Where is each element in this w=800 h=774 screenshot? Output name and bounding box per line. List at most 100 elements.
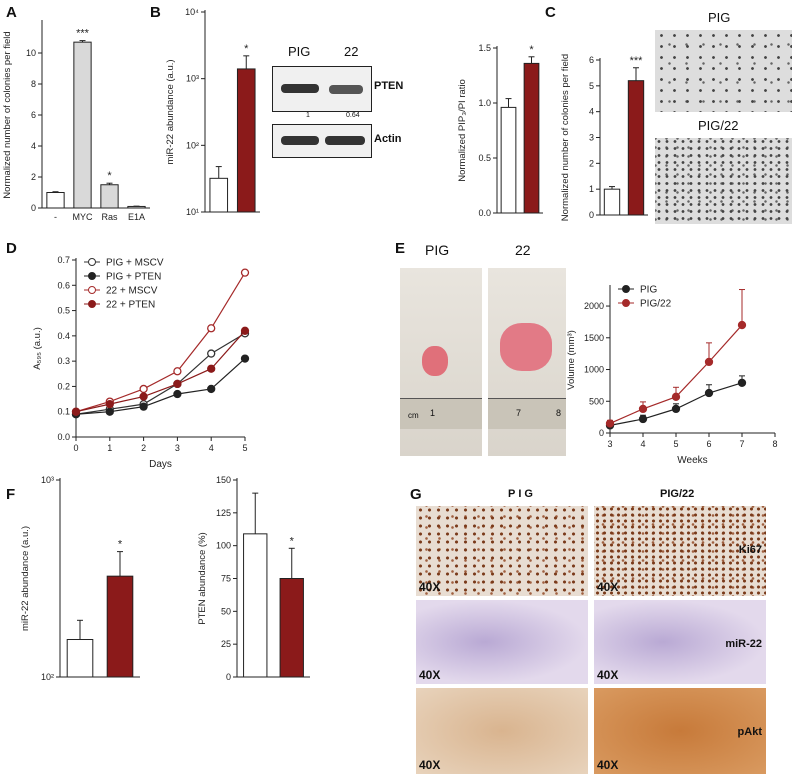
- legend-marker: [88, 300, 96, 308]
- x-tick-label: E1A: [128, 212, 145, 222]
- quantification: 1: [306, 112, 310, 119]
- chart: 10¹ 10² 10³ 10⁴ miR-22 abundance (a.u.) *: [165, 7, 260, 217]
- chart: 0 2 4 6 8 10 Normalized number of colonies per…: [2, 20, 150, 222]
- magnification: 40X: [597, 758, 619, 772]
- y-tick-label: 10: [26, 48, 36, 58]
- marker: [173, 389, 182, 399]
- histology-image: 40X miR-22: [594, 600, 766, 684]
- histology-image: 40X pAkt: [594, 688, 766, 774]
- x-tick-label: 3: [175, 443, 180, 453]
- marker: [737, 378, 747, 388]
- legend-marker: [88, 258, 96, 266]
- magnification: 40X: [419, 668, 441, 682]
- y-axis-label: Normalized PIP₃/PI ratio: [457, 79, 468, 182]
- bar: [603, 188, 621, 216]
- y-tick-label: 2: [589, 158, 594, 168]
- y-tick-label: 1000: [584, 365, 604, 375]
- y-tick-label: 10²: [186, 140, 199, 150]
- legend-marker: [88, 272, 96, 280]
- marker: [671, 392, 681, 401]
- y-tick-label: 0: [589, 210, 594, 220]
- y-tick-label: 8: [31, 79, 36, 89]
- y-tick-label: 4: [31, 141, 36, 151]
- legend-marker: [88, 286, 96, 294]
- y-tick-label: 150: [216, 475, 231, 485]
- bar: [500, 106, 517, 214]
- legend-marker: [622, 299, 630, 307]
- y-tick-label: 0.4: [57, 331, 70, 341]
- y-tick-label: 10⁴: [185, 7, 199, 17]
- x-axis-label: Weeks: [677, 455, 707, 466]
- y-axis-label: miR-22 abundance (a.u.): [165, 59, 176, 164]
- legend-marker: [622, 285, 630, 293]
- series-line: [75, 330, 246, 413]
- row-label: pAkt: [737, 726, 762, 738]
- magnification: 40X: [597, 580, 619, 594]
- significance: ***: [76, 28, 90, 40]
- tumor-photo: cm 1: [400, 268, 482, 456]
- histology-image: 40X: [416, 600, 588, 684]
- x-tick-label: -: [54, 212, 57, 222]
- marker: [139, 402, 148, 411]
- x-tick-label: MYC: [73, 212, 94, 222]
- chart: 0 500 1000 1500 2000 Volume (mm³) 3 4 5 6 7 8 Weeks P…: [566, 285, 778, 467]
- tumor: [500, 323, 552, 371]
- photo-label: 22: [515, 242, 531, 258]
- y-tick-label: 4: [589, 107, 594, 117]
- y-tick-label: 1.0: [478, 98, 491, 108]
- y-tick-label: 0: [31, 203, 36, 213]
- chart: 0 1 2 3 4 5 6 Normalized number of colonies per…: [560, 54, 648, 221]
- histology-image: 40X: [416, 688, 588, 774]
- marker: [105, 399, 114, 409]
- marker: [671, 404, 681, 414]
- y-tick-label: 0: [226, 672, 231, 682]
- y-tick-label: 0.7: [57, 255, 70, 265]
- marker: [240, 326, 250, 335]
- y-axis-label: Normalized number of colonies per field: [2, 31, 13, 198]
- y-tick-label: 1: [589, 184, 594, 194]
- series-line: [75, 358, 246, 415]
- panel-label: C: [545, 4, 556, 21]
- marker: [207, 349, 216, 358]
- y-axis-label: A₅₉₅ (a.u.): [32, 327, 43, 370]
- legend-label: PIG + PTEN: [106, 272, 161, 283]
- row-label: Ki67: [738, 544, 762, 556]
- bar: [106, 575, 134, 678]
- significance: *: [107, 170, 112, 182]
- ruler-label: 1: [430, 408, 436, 418]
- y-tick-label: 2: [31, 172, 36, 182]
- blot-actin: [272, 124, 372, 158]
- x-tick-label: 0: [73, 443, 78, 453]
- y-tick-label: 10²: [41, 672, 54, 682]
- photo-label: PIG: [425, 242, 450, 258]
- legend-label: PIG: [640, 285, 657, 296]
- marker: [105, 407, 114, 416]
- series-line: [75, 332, 246, 415]
- marker: [207, 364, 216, 373]
- y-axis-label: miR-22 abundance (a.u.): [20, 526, 31, 631]
- panel-label: D: [6, 240, 17, 257]
- bar: [243, 533, 268, 678]
- x-axis-label: Days: [149, 459, 172, 470]
- blot-pten: [272, 66, 372, 112]
- significance: *: [118, 539, 123, 551]
- y-tick-label: 10¹: [186, 207, 199, 217]
- y-tick-label: 0.2: [57, 381, 70, 391]
- quantification: 0.64: [346, 112, 360, 119]
- y-tick-label: 0.6: [57, 280, 70, 290]
- marker: [207, 324, 216, 333]
- bar: [236, 68, 256, 213]
- column-label: PIG/22: [660, 488, 695, 500]
- y-tick-label: 25: [221, 639, 231, 649]
- x-tick-label: 6: [706, 439, 711, 449]
- panel-label: F: [6, 486, 16, 503]
- band: [281, 136, 319, 145]
- bar: [100, 184, 119, 209]
- legend-label: PIG + MSCV: [106, 258, 164, 269]
- bar: [66, 639, 94, 678]
- colony-image: [655, 138, 792, 224]
- ruler: [488, 398, 566, 429]
- panel-label: B: [150, 4, 161, 21]
- band-label: Actin: [374, 133, 402, 145]
- magnification: 40X: [419, 580, 441, 594]
